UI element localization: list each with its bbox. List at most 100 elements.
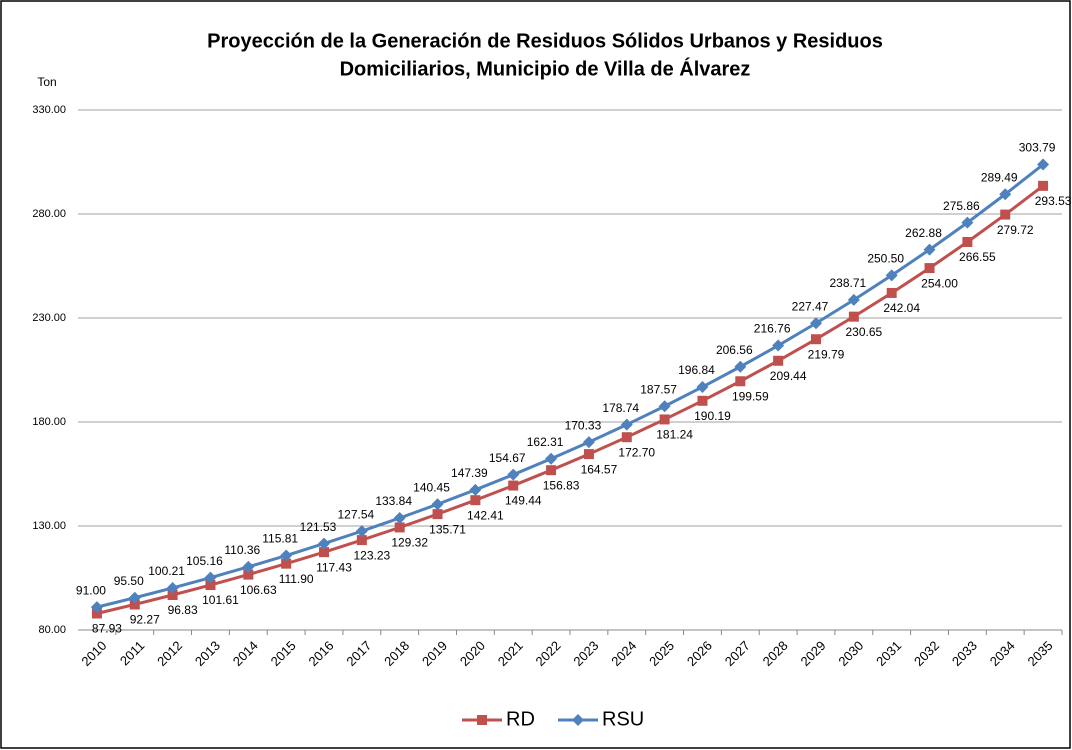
data-label: 154.67 (489, 451, 526, 465)
data-point (772, 339, 785, 352)
data-label: 92.27 (130, 613, 160, 627)
data-label: 115.81 (262, 532, 298, 546)
data-point (923, 243, 936, 256)
data-label: 219.79 (808, 347, 845, 361)
data-label: 275.86 (943, 199, 980, 213)
data-point (847, 293, 860, 306)
data-point (545, 452, 558, 465)
data-label: 279.72 (997, 223, 1034, 237)
data-label: 187.57 (640, 382, 677, 396)
data-label: 149.44 (505, 494, 542, 508)
data-label: 135.71 (429, 522, 466, 536)
data-point (319, 547, 329, 558)
data-point (204, 571, 217, 584)
data-label: 162.31 (527, 435, 564, 449)
data-point (546, 465, 557, 476)
data-point (281, 558, 292, 569)
y-tick-label: 80.00 (38, 624, 66, 636)
data-point (431, 498, 444, 511)
data-point (91, 608, 102, 619)
data-point (1038, 180, 1049, 191)
data-point (128, 591, 141, 604)
data-point (1000, 209, 1011, 220)
y-axis-label: Ton (37, 75, 56, 89)
data-point (734, 360, 747, 373)
data-point (205, 580, 216, 591)
chart-title: Proyección de la Generación de Residuos … (207, 30, 883, 52)
data-label: 147.39 (451, 466, 488, 480)
data-label: 178.74 (602, 401, 639, 415)
data-point (658, 400, 671, 413)
data-label: 262.88 (905, 226, 942, 240)
data-point (318, 537, 330, 550)
data-point (90, 601, 103, 614)
data-label: 250.50 (867, 252, 904, 266)
data-label: 87.93 (92, 622, 122, 636)
y-tick-label: 330.00 (32, 104, 66, 116)
data-point (355, 525, 368, 538)
data-label: 206.56 (716, 343, 753, 357)
data-point (697, 395, 708, 406)
data-point (999, 188, 1012, 201)
legend-label: RD (506, 708, 535, 730)
data-point (620, 418, 633, 431)
data-label: 190.19 (694, 409, 731, 423)
legend-label: RSU (602, 708, 644, 730)
data-label: 227.47 (792, 299, 829, 313)
y-tick-label: 230.00 (32, 312, 66, 324)
chart-title: Domiciliarios, Municipio de Villa de Álv… (340, 57, 751, 80)
series-line (96, 184, 1044, 615)
legend-marker (572, 714, 584, 726)
data-label: 254.00 (921, 276, 958, 290)
data-label: 95.50 (114, 574, 144, 588)
data-label: 106.63 (240, 583, 277, 597)
data-point (432, 509, 443, 520)
legend-marker (477, 715, 487, 725)
data-label: 100.21 (148, 564, 185, 578)
data-label: 127.54 (337, 507, 374, 521)
data-point (621, 432, 632, 443)
data-point (507, 468, 520, 481)
data-label: 170.33 (565, 418, 602, 432)
data-label: 156.83 (543, 478, 580, 492)
data-point (659, 414, 670, 425)
data-point (961, 216, 974, 229)
data-label: 133.84 (375, 494, 412, 508)
data-point (885, 269, 898, 282)
data-point (848, 311, 859, 322)
data-point (583, 449, 594, 460)
y-tick-label: 130.00 (32, 520, 66, 532)
data-point (243, 569, 254, 580)
data-label: 111.90 (279, 572, 314, 586)
data-label: 123.23 (353, 548, 390, 562)
data-point (242, 560, 255, 573)
data-label: 196.84 (678, 363, 715, 377)
data-point (735, 376, 746, 387)
data-point (1037, 158, 1050, 171)
data-label: 142.41 (467, 508, 504, 522)
data-label: 117.43 (316, 560, 352, 574)
data-point (166, 581, 179, 594)
data-label: 293.53 (1035, 194, 1072, 208)
data-point (810, 317, 822, 330)
y-tick-label: 180.00 (32, 416, 66, 428)
data-label: 164.57 (581, 462, 618, 476)
data-point (280, 549, 293, 562)
data-label: 199.59 (732, 389, 769, 403)
data-point (129, 599, 140, 610)
data-point (696, 380, 709, 393)
data-point (924, 263, 935, 274)
y-tick-label: 280.00 (32, 208, 66, 220)
data-point (811, 334, 821, 345)
data-point (582, 436, 595, 449)
data-point (469, 483, 482, 496)
data-point (394, 522, 405, 533)
data-label: 172.70 (618, 445, 655, 459)
data-point (393, 512, 406, 525)
data-label: 121.53 (300, 520, 337, 534)
data-point (356, 535, 367, 546)
data-label: 140.45 (413, 480, 450, 494)
data-label: 303.79 (1019, 141, 1056, 155)
